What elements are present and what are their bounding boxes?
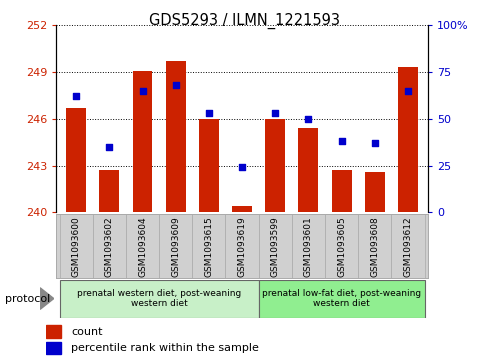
- Bar: [99, 170, 119, 212]
- Point: [337, 138, 345, 144]
- Point: [271, 110, 279, 116]
- Bar: [331, 170, 351, 212]
- Bar: [325, 214, 357, 278]
- Bar: [291, 214, 325, 278]
- Text: GSM1093600: GSM1093600: [72, 216, 81, 277]
- Bar: [132, 70, 152, 212]
- Text: GSM1093605: GSM1093605: [336, 216, 346, 277]
- Text: GSM1093601: GSM1093601: [304, 216, 312, 277]
- Point: [72, 94, 80, 99]
- Point: [304, 116, 312, 122]
- Bar: [125, 214, 159, 278]
- Point: [138, 88, 146, 94]
- Bar: [93, 214, 125, 278]
- Polygon shape: [40, 288, 54, 309]
- Bar: [390, 214, 424, 278]
- Text: protocol: protocol: [5, 294, 50, 303]
- Text: GSM1093619: GSM1093619: [237, 216, 246, 277]
- Point: [171, 82, 179, 88]
- Bar: [46, 325, 61, 338]
- Bar: [225, 214, 258, 278]
- Point: [403, 88, 411, 94]
- Bar: [165, 61, 185, 212]
- Point: [204, 110, 212, 116]
- Bar: [298, 128, 318, 212]
- Point: [105, 144, 113, 150]
- Bar: [60, 214, 93, 278]
- Bar: [60, 280, 258, 318]
- Bar: [232, 206, 251, 212]
- Bar: [46, 342, 61, 354]
- Bar: [199, 119, 218, 212]
- Bar: [397, 68, 417, 212]
- Text: GDS5293 / ILMN_1221593: GDS5293 / ILMN_1221593: [149, 13, 339, 29]
- Bar: [258, 214, 291, 278]
- Text: GSM1093602: GSM1093602: [104, 216, 114, 277]
- Text: GSM1093608: GSM1093608: [369, 216, 379, 277]
- Bar: [357, 214, 390, 278]
- Bar: [159, 214, 192, 278]
- Text: count: count: [71, 327, 102, 337]
- Bar: [192, 214, 225, 278]
- Text: GSM1093604: GSM1093604: [138, 216, 147, 277]
- Text: prenatal low-fat diet, post-weaning
western diet: prenatal low-fat diet, post-weaning west…: [262, 289, 420, 308]
- Text: prenatal western diet, post-weaning
western diet: prenatal western diet, post-weaning west…: [77, 289, 241, 308]
- Text: GSM1093615: GSM1093615: [204, 216, 213, 277]
- Bar: [264, 119, 285, 212]
- Text: GSM1093612: GSM1093612: [403, 216, 411, 277]
- Bar: [258, 280, 424, 318]
- Text: GSM1093609: GSM1093609: [171, 216, 180, 277]
- Text: GSM1093599: GSM1093599: [270, 216, 279, 277]
- Point: [370, 140, 378, 146]
- Bar: [66, 108, 86, 212]
- Point: [238, 164, 245, 170]
- Text: percentile rank within the sample: percentile rank within the sample: [71, 343, 258, 353]
- Bar: [364, 172, 384, 212]
